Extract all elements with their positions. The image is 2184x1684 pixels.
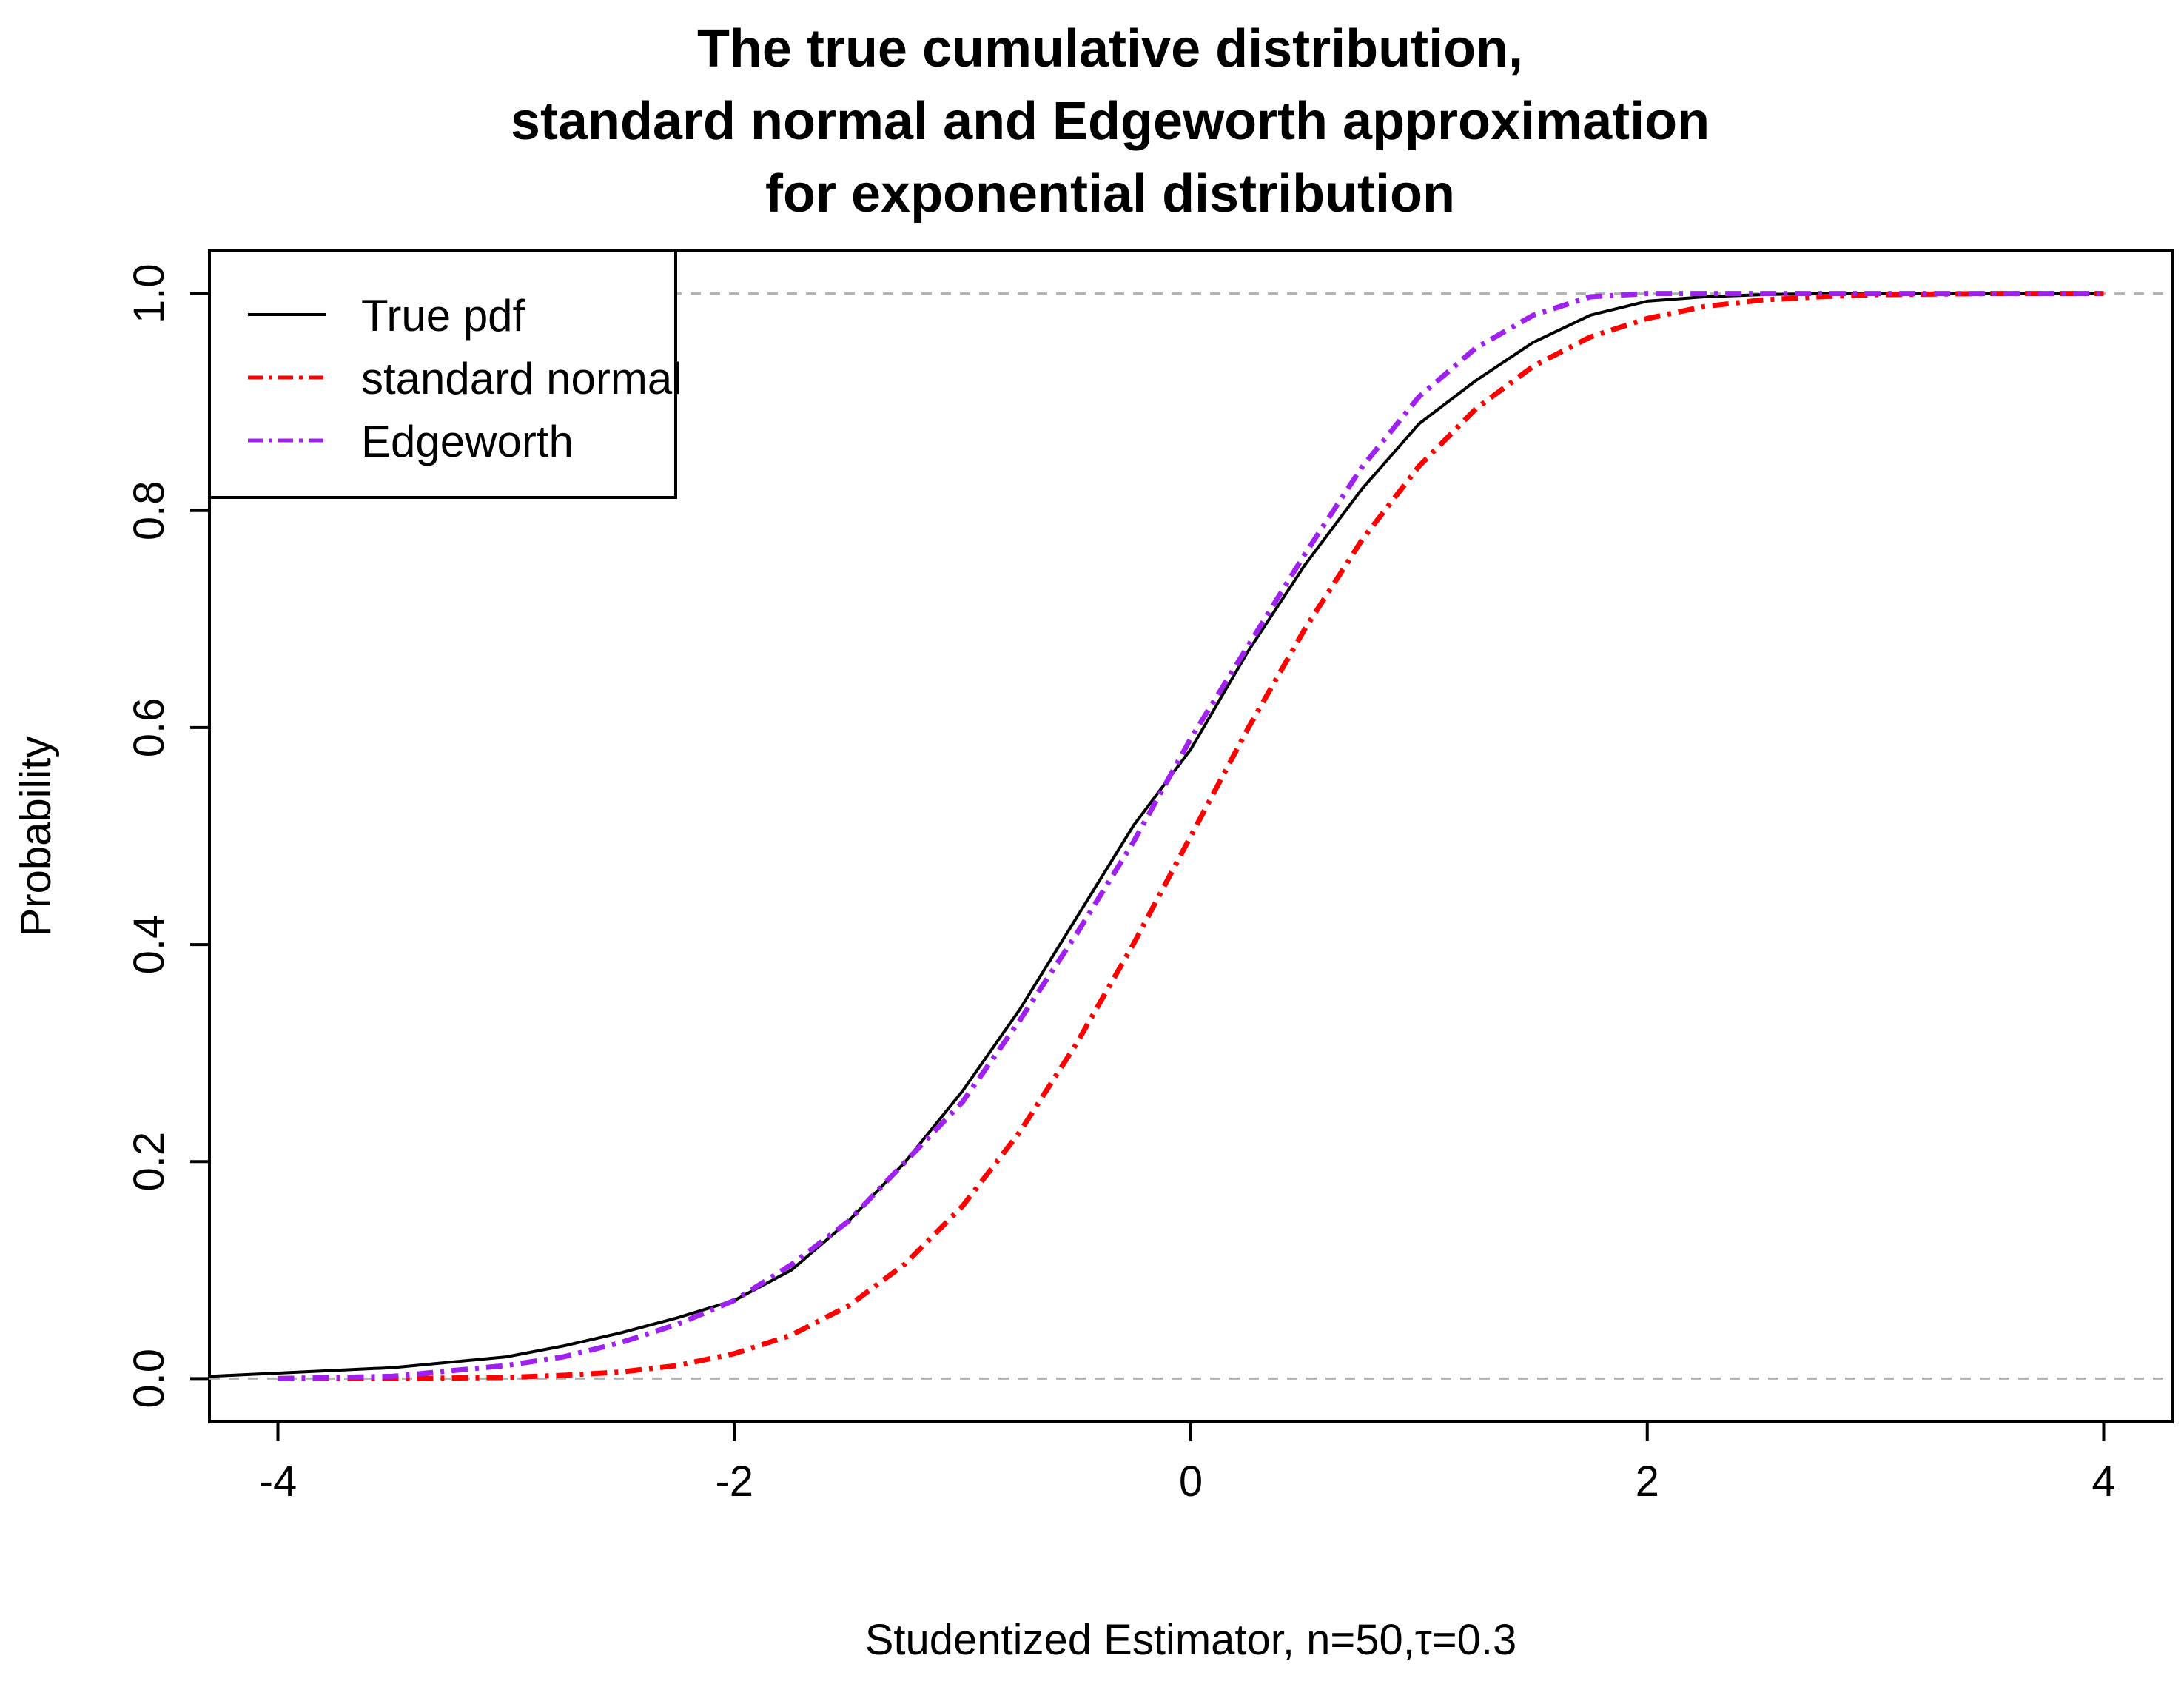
series-line-true-pdf <box>209 292 2104 1378</box>
x-axis: -4 -2 0 2 4 <box>259 1422 2116 1506</box>
y-axis-label: Probability <box>12 737 60 937</box>
y-tick-label-1: 0.2 <box>125 1132 173 1192</box>
y-tick-label-3: 0.6 <box>125 698 173 758</box>
chart-title-line-3: for exponential distribution <box>765 164 1455 224</box>
y-tick-label-5: 1.0 <box>125 264 173 323</box>
legend-box <box>208 249 677 499</box>
series-line-standard-normal <box>278 291 2104 1381</box>
x-tick-label-0: -4 <box>259 1457 298 1506</box>
x-tick-label-1: -2 <box>715 1457 753 1506</box>
legend-label-edgeworth: Edgeworth <box>361 417 574 466</box>
x-tick-label-4: 4 <box>2091 1457 2115 1506</box>
x-axis-label: Studentized Estimator, n=50,τ=0.3 <box>865 1616 1517 1664</box>
series-line-edgeworth <box>278 291 2104 1381</box>
chart-title-line-2: standard normal and Edgeworth approximat… <box>511 92 1710 151</box>
chart-title-line-1: The true cumulative distribution, <box>697 19 1523 78</box>
legend-label-standard-normal: standard normal <box>361 354 682 403</box>
x-tick-label-3: 2 <box>1636 1457 1659 1506</box>
legend-label-true-pdf: True pdf <box>361 291 525 341</box>
x-tick-label-2: 0 <box>1179 1457 1203 1506</box>
y-tick-label-2: 0.4 <box>125 915 173 975</box>
y-axis: 0.0 0.2 0.4 0.6 0.8 1.0 <box>125 264 209 1409</box>
y-tick-label-4: 0.8 <box>125 480 173 540</box>
legend: True pdf standard normal Edgeworth <box>208 249 682 499</box>
series-group <box>209 291 2104 1381</box>
y-tick-label-0: 0.0 <box>125 1349 173 1409</box>
